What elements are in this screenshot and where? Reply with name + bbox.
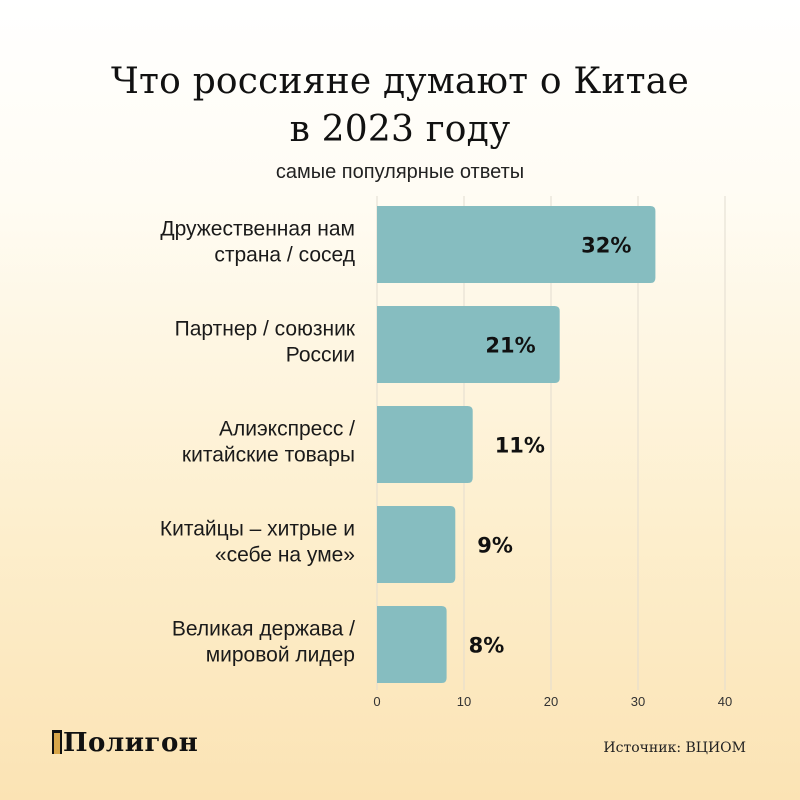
x-tick-label: 40 [718, 694, 732, 709]
bar [377, 606, 447, 683]
x-tick-label: 0 [373, 694, 380, 709]
category-label: Алиэкспресс / [219, 418, 355, 441]
logo-text: Полигон [63, 728, 199, 758]
bar [377, 206, 656, 283]
x-tick-label: 30 [631, 694, 645, 709]
bar-value-label: 32% [581, 234, 631, 258]
x-tick-label: 20 [544, 694, 558, 709]
source-note: Источник: ВЦИОМ [603, 740, 746, 756]
x-tick-label: 10 [457, 694, 471, 709]
category-label: китайские товары [182, 444, 355, 467]
category-label: «себе на уме» [215, 544, 355, 567]
bar-value-label: 8% [469, 634, 505, 658]
brand-logo: Полигон [52, 728, 198, 758]
bar-value-label: 21% [485, 334, 535, 358]
category-label: России [286, 344, 355, 367]
title-line-1: Что россияне думают о Китае [111, 61, 689, 102]
logo-mark-icon [52, 730, 62, 754]
bar [377, 306, 560, 383]
category-label: Китайцы – хитрые и [160, 518, 355, 541]
category-label: Дружественная нам [160, 218, 355, 241]
chart-title: Что россияне думают о Китае в 2023 году [0, 58, 800, 154]
title-line-2: в 2023 году [289, 109, 511, 150]
bar [377, 406, 473, 483]
category-label: Партнер / союзник [175, 318, 356, 341]
category-label: Великая держава / [172, 618, 355, 641]
chart-subtitle: самые популярные ответы [275, 161, 525, 183]
category-label: мировой лидер [206, 644, 355, 667]
category-label: страна / сосед [214, 244, 355, 267]
bar [377, 506, 456, 583]
bar-value-label: 9% [477, 534, 513, 558]
bar-value-label: 11% [495, 434, 545, 458]
